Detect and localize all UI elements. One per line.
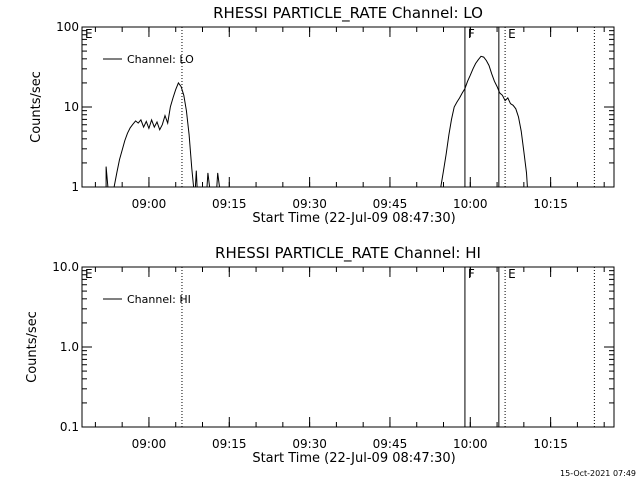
event-marker-label: F bbox=[468, 267, 475, 281]
footer-timestamp: 15-Oct-2021 07:49 bbox=[560, 469, 636, 478]
legend-entry: Channel: LO bbox=[127, 53, 194, 66]
x-tick-label: 10:15 bbox=[533, 437, 568, 451]
x-tick-label: 09:45 bbox=[373, 437, 408, 451]
series-line-segment bbox=[440, 55, 528, 188]
plot-frame bbox=[81, 26, 615, 188]
chart-panel-1: RHESSI PARTICLE_RATE Channel: LO Counts/s… bbox=[29, 4, 615, 226]
event-marker-label: E bbox=[508, 27, 516, 41]
chart-panel-2: RHESSI PARTICLE_RATE Channel: HI Counts/s… bbox=[25, 244, 615, 466]
y-tick-label: 10 bbox=[64, 100, 79, 114]
plot-frame bbox=[81, 266, 615, 428]
y-tick-label: 1.0 bbox=[60, 340, 79, 354]
y-tick-label: 1 bbox=[71, 180, 79, 194]
series-line-segment bbox=[105, 166, 109, 188]
event-marker-label: E bbox=[508, 267, 516, 281]
y-axis-label: Counts/sec bbox=[25, 311, 40, 383]
legend-entry: Channel: HI bbox=[127, 293, 191, 306]
series-line-segment bbox=[194, 170, 198, 188]
y-tick-label: 100 bbox=[56, 20, 79, 34]
x-tick-label: 09:15 bbox=[212, 437, 247, 451]
event-marker-label: E bbox=[85, 267, 93, 281]
y-tick-label: 10.0 bbox=[52, 260, 79, 274]
series-line-segment bbox=[216, 172, 220, 188]
series-line-segment bbox=[113, 81, 195, 188]
event-marker-label: E bbox=[85, 27, 93, 41]
series-line-segment bbox=[206, 172, 211, 188]
x-axis-label: Start Time (22-Jul-09 08:47:30) bbox=[252, 211, 455, 226]
x-tick-label: 09:30 bbox=[292, 437, 327, 451]
x-tick-label: 10:00 bbox=[453, 197, 488, 211]
y-tick-label: 0.1 bbox=[60, 420, 79, 434]
x-tick-label: 09:00 bbox=[132, 197, 167, 211]
chart-title: RHESSI PARTICLE_RATE Channel: HI bbox=[215, 244, 481, 263]
event-marker-label: F bbox=[468, 27, 475, 41]
y-axis-label: Counts/sec bbox=[29, 71, 44, 143]
x-tick-label: 10:15 bbox=[533, 197, 568, 211]
x-tick-label: 10:00 bbox=[453, 437, 488, 451]
x-tick-label: 09:45 bbox=[373, 197, 408, 211]
x-tick-label: 09:00 bbox=[132, 437, 167, 451]
x-tick-label: 09:15 bbox=[212, 197, 247, 211]
chart-title: RHESSI PARTICLE_RATE Channel: LO bbox=[213, 4, 483, 23]
x-axis-label: Start Time (22-Jul-09 08:47:30) bbox=[252, 451, 455, 466]
x-tick-label: 09:30 bbox=[292, 197, 327, 211]
